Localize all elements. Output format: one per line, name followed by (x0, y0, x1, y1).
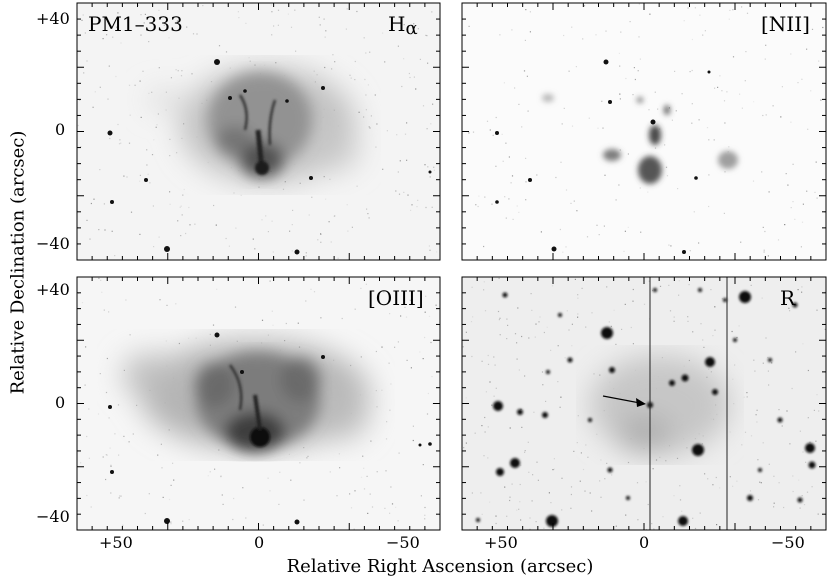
panel-label-nii: [NII] (761, 12, 810, 36)
panel-oiii (76, 276, 441, 531)
panel-ticks (461, 2, 827, 261)
arrow-marker (602, 395, 646, 407)
panel-label-oiii: [OIII] (368, 286, 424, 310)
panel-r (461, 276, 827, 531)
halpha-stars (107, 59, 432, 255)
oiii-filaments (228, 364, 270, 447)
y-tick-label: 0 (55, 120, 66, 139)
x-tick-label: +50 (99, 533, 133, 552)
x-axis-title: Relative Right Ascension (arcsec) (286, 556, 594, 577)
oiii-nebula-core (195, 352, 320, 452)
object-label: PM1–333 (88, 12, 183, 36)
image-noise (462, 277, 826, 530)
x-tick-label: −50 (771, 533, 805, 552)
panel-label-halpha: Hα (388, 14, 418, 38)
y-tick-label: +40 (36, 9, 70, 28)
r-stars (476, 288, 816, 527)
y-tick-label: −40 (36, 234, 70, 253)
panel-ticks (461, 276, 827, 531)
halpha-label-sub: α (405, 18, 418, 39)
x-tick-label: 0 (254, 533, 265, 552)
oiii-stars (108, 332, 432, 525)
panel-label-r: R (780, 286, 796, 310)
y-tick-label: 0 (55, 393, 66, 412)
panel-ticks (76, 276, 441, 531)
x-tick-label: −50 (386, 533, 420, 552)
y-tick-label: +40 (36, 280, 70, 299)
x-tick-label: 0 (639, 533, 650, 552)
panel-halpha (76, 2, 441, 261)
halpha-label-main: H (388, 12, 406, 36)
nii-emission (542, 94, 738, 184)
y-tick-label: −40 (36, 507, 70, 526)
halpha-nebula-core (208, 72, 312, 178)
nii-stars (495, 59, 711, 254)
halpha-filaments (238, 94, 277, 175)
panel-nii (461, 2, 827, 261)
x-tick-label: +50 (484, 533, 518, 552)
r-nebula (590, 355, 730, 455)
y-axis-title: Relative Declination (arcsec) (7, 130, 29, 395)
panel-ticks (76, 2, 441, 261)
